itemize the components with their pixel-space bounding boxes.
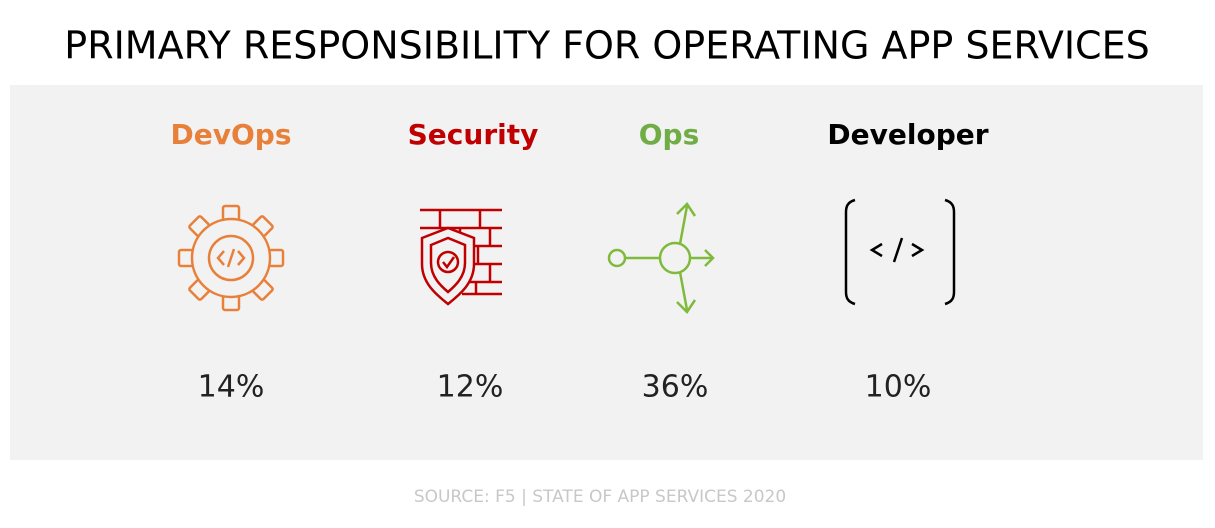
item-percent: 36% — [642, 370, 709, 405]
item-percent: 14% — [198, 370, 265, 405]
source: SOURCE: F5 | STATE OF APP SERVICES 2020 — [414, 487, 786, 507]
item-label: Developer — [827, 118, 988, 151]
item-percent: 10% — [865, 370, 932, 405]
title: PRIMARY RESPONSIBILITY FOR OPERATING APP… — [64, 24, 1149, 68]
code-icon — [844, 198, 956, 306]
gear-icon — [177, 204, 285, 312]
item-label: Ops — [639, 118, 700, 151]
ops-icon — [607, 202, 715, 314]
item-label: DevOps — [171, 118, 292, 151]
item-label: Security — [408, 118, 539, 151]
item-percent: 12% — [437, 370, 504, 405]
firewall-icon — [420, 208, 502, 306]
